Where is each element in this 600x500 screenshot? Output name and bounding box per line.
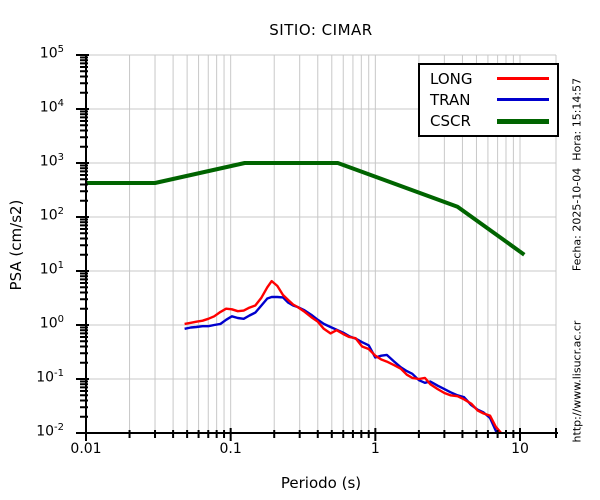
long-line-swatch-icon <box>497 77 549 81</box>
x-tick-label: 10 <box>511 441 529 457</box>
x-tick-label: 1 <box>370 441 380 457</box>
chart-title: SITIO: CIMAR <box>269 21 373 39</box>
curve-long <box>184 279 504 434</box>
curve-cscr <box>86 161 526 257</box>
x-tick-label: 0.01 <box>70 441 102 457</box>
timestamp-text: Fecha: 2025-10-04 Hora: 15:14:57 <box>570 77 584 272</box>
website-url-text: http://www.lisucr.ac.cr <box>570 320 584 443</box>
y-tick-label: 102 <box>39 206 64 224</box>
legend-label-cscr: CSCR <box>430 112 471 131</box>
legend: LONG TRAN CSCR <box>418 63 559 137</box>
y-tick-label: 10-2 <box>36 422 64 440</box>
x-tick-label: 0.1 <box>219 441 242 457</box>
legend-item-long: LONG <box>430 70 551 88</box>
legend-item-tran: TRAN <box>430 91 551 109</box>
x-axis-label: Periodo (s) <box>280 474 362 492</box>
y-tick-label: 104 <box>39 98 64 116</box>
tran-line-swatch-icon <box>497 98 549 102</box>
cscr-line-swatch-icon <box>497 118 549 124</box>
legend-label-long: LONG <box>430 69 473 88</box>
curve-tran <box>184 295 499 434</box>
y-tick-label: 105 <box>39 44 64 62</box>
y-tick-label: 100 <box>39 314 64 332</box>
legend-label-tran: TRAN <box>430 90 471 109</box>
y-tick-label: 103 <box>39 152 64 170</box>
y-axis-label: PSA (cm/s2) <box>7 199 25 291</box>
legend-item-cscr: CSCR <box>430 112 551 130</box>
y-tick-label: 101 <box>39 260 64 278</box>
y-tick-label: 10-1 <box>36 368 64 386</box>
curves-group <box>86 161 526 434</box>
